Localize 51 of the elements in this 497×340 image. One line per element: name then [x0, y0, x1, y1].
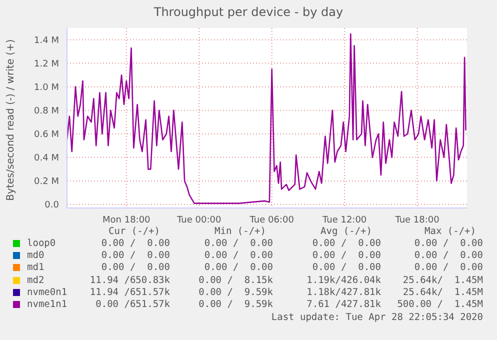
text: 0.00 / 0.00 [101, 238, 170, 249]
text: 1.19k/426.04k [306, 274, 381, 286]
x-tick-label: Tue 18:00 [394, 215, 440, 226]
legend-label: nvme1n1 [26, 299, 68, 310]
y-tick-label: 0.2 M [34, 177, 59, 188]
text: Min (-/+) [214, 226, 266, 237]
legend-label: nvme0n1 [26, 286, 68, 298]
text: 0.00 / 0.00 [414, 250, 483, 262]
text: 0.00 /651.57k [96, 299, 170, 310]
text: 0.00 / 9.59k [198, 286, 273, 298]
text: 0.00 / 9.59k [198, 299, 273, 310]
text: 500.00 / 1.45M [397, 299, 483, 310]
text: 0.00 / 0.00 [204, 238, 273, 249]
text: Last update: Tue Apr 28 22:05:34 2020 [271, 312, 483, 323]
x-tick-label: Tue 06:00 [248, 215, 294, 226]
text: Max (-/+) [424, 226, 476, 237]
text: 0.00 / 0.00 [414, 238, 483, 249]
x-tick-label: Tue 12:00 [321, 215, 367, 226]
text: Avg (-/+) [320, 226, 372, 237]
text: 0.00 / 0.00 [204, 250, 273, 262]
text: 11.94 /650.83k [90, 274, 170, 286]
text: 0.00 / 0.00 [312, 238, 381, 249]
text: 1.18k/427.81k [306, 286, 381, 298]
text: 25.64k/ 1.45M [402, 274, 483, 286]
text: 11.94 /651.57k [90, 286, 170, 298]
text: 0.00 / 0.00 [204, 262, 273, 274]
text: 7.61 /427.81k [306, 299, 381, 310]
line-series [67, 33, 466, 204]
text: 0.00 / 0.00 [414, 262, 483, 274]
legend-label: md2 [26, 274, 44, 286]
legend-label: md0 [26, 250, 44, 262]
text: 0.00 / 0.00 [312, 250, 381, 262]
text: 0.00 / 0.00 [312, 262, 381, 274]
text: 0.00 / 0.00 [101, 250, 170, 262]
x-tick-label: Tue 00:00 [176, 215, 222, 226]
text: 0.00 / 0.00 [101, 262, 170, 274]
y-tick-label: 1.4 M [34, 36, 59, 46]
chart-title: Throughput per device - by day [152, 5, 344, 19]
legend-label: loop0 [26, 238, 56, 249]
y-tick-label: 0.4 M [34, 154, 59, 164]
y-tick-label: 0.0 [44, 200, 60, 211]
y-tick-label: 0.6 M [34, 130, 59, 140]
y-tick-label: 0.8 M [34, 106, 59, 117]
y-axis-title: Bytes/second read (-) / write (+) [6, 39, 16, 201]
legend-label: md1 [26, 262, 44, 274]
y-tick-label: 1.2 M [34, 59, 59, 70]
y-tick-label: 1.0 M [34, 83, 59, 94]
x-tick-label: Mon 18:00 [102, 215, 151, 226]
text: 0.00 / 8.15k [198, 274, 273, 286]
text: Cur (-/+) [108, 226, 160, 237]
text: 25.64k/ 1.45M [402, 286, 483, 298]
